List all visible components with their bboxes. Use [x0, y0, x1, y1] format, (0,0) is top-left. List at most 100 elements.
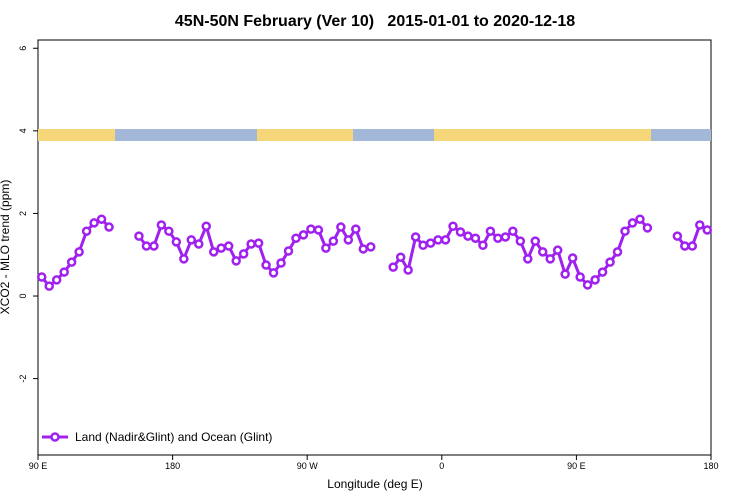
data-point: [478, 240, 488, 250]
data-point: [545, 254, 555, 264]
data-point: [620, 226, 630, 236]
data-point: [403, 265, 413, 275]
data-point: [261, 260, 271, 270]
y-axis-label: XCO2 - MLO trend (ppm): [0, 180, 12, 315]
data-point: [306, 224, 316, 234]
data-point: [156, 220, 167, 230]
data-point: [395, 252, 406, 262]
data-point: [485, 226, 496, 236]
x-tick-label: 0: [439, 461, 444, 471]
map-strip: [38, 129, 711, 141]
data-point: [605, 257, 615, 267]
data-point: [238, 249, 249, 259]
chart-title: 45N-50N February (Ver 10) 2015-01-01 to …: [175, 13, 575, 30]
legend: Land (Nadir&Glint) and Ocean (Glint): [42, 430, 272, 444]
y-tick-label: 4: [18, 128, 28, 133]
x-tick-label: 90 W: [297, 461, 319, 471]
data-point: [575, 272, 585, 282]
data-point: [36, 272, 47, 282]
data-point: [455, 227, 466, 237]
data-point: [313, 225, 324, 235]
data-point: [627, 218, 638, 228]
data-point: [164, 226, 174, 236]
legend-label: Land (Nadir&Glint) and Ocean (Glint): [75, 430, 272, 444]
data-point: [89, 218, 99, 228]
data-point: [59, 267, 69, 277]
data-point: [582, 280, 593, 290]
data-point: [530, 236, 541, 246]
data-point: [253, 238, 264, 248]
data-point: [96, 214, 107, 224]
series-line: [137, 221, 372, 276]
data-point: [276, 258, 286, 268]
y-tick-label: 2: [18, 211, 28, 216]
data-point: [635, 214, 645, 224]
data-point: [298, 230, 309, 240]
data-point: [500, 232, 511, 242]
x-tick-label: 180: [165, 461, 180, 471]
data-point: [81, 226, 92, 236]
data-point: [552, 245, 563, 255]
data-point: [223, 241, 234, 251]
data-point: [66, 257, 77, 267]
data-point: [680, 241, 690, 251]
data-point: [208, 247, 219, 257]
data-point: [194, 239, 204, 249]
data-point: [672, 231, 683, 241]
data-point: [351, 224, 361, 234]
legend-marker: [50, 432, 60, 442]
data-point: [366, 242, 376, 252]
data-point: [343, 235, 354, 245]
data-point: [134, 231, 144, 241]
y-tick-label: 0: [18, 294, 28, 299]
x-axis-label: Longitude (deg E): [327, 477, 422, 491]
data-point: [186, 235, 197, 245]
data-point: [702, 225, 713, 235]
data-point: [246, 239, 256, 249]
x-tick-label: 180: [703, 461, 718, 471]
y-tick-label: -2: [18, 375, 28, 383]
data-point: [74, 247, 84, 257]
data-point: [642, 223, 653, 233]
data-point: [597, 267, 608, 277]
data-point: [231, 256, 241, 266]
plot-frame: [37, 39, 712, 456]
data-point: [291, 233, 301, 243]
data-point: [508, 226, 518, 236]
data-point: [388, 262, 398, 272]
data-point: [283, 246, 294, 256]
data-point: [612, 247, 623, 257]
data-point: [336, 222, 346, 232]
x-tick-label: 90 E: [29, 461, 48, 471]
data-point: [268, 268, 279, 278]
data-point: [590, 275, 600, 285]
data-point: [216, 243, 226, 253]
data-point: [425, 238, 436, 248]
data-point: [418, 240, 428, 250]
data-point: [179, 254, 189, 264]
data-point: [149, 241, 159, 251]
data-point: [523, 254, 533, 264]
data-point: [141, 241, 152, 251]
data-point: [440, 235, 451, 245]
y-tick-label: 6: [18, 46, 28, 51]
x-tick-label: 90 E: [567, 461, 586, 471]
data-point: [687, 241, 698, 251]
data-point: [470, 233, 481, 243]
data-point: [328, 236, 339, 246]
data-point: [410, 232, 421, 242]
data-point: [448, 221, 458, 231]
data-point: [538, 247, 548, 257]
data-point: [493, 233, 503, 243]
data-point: [695, 220, 705, 230]
data-point: [321, 243, 331, 253]
data-point: [358, 244, 369, 254]
data-point: [567, 253, 578, 263]
data-point: [201, 221, 211, 231]
data-point: [44, 281, 54, 291]
series-line: [391, 217, 649, 287]
data-point: [171, 237, 182, 247]
data-point: [104, 222, 114, 232]
data-point: [560, 269, 570, 279]
